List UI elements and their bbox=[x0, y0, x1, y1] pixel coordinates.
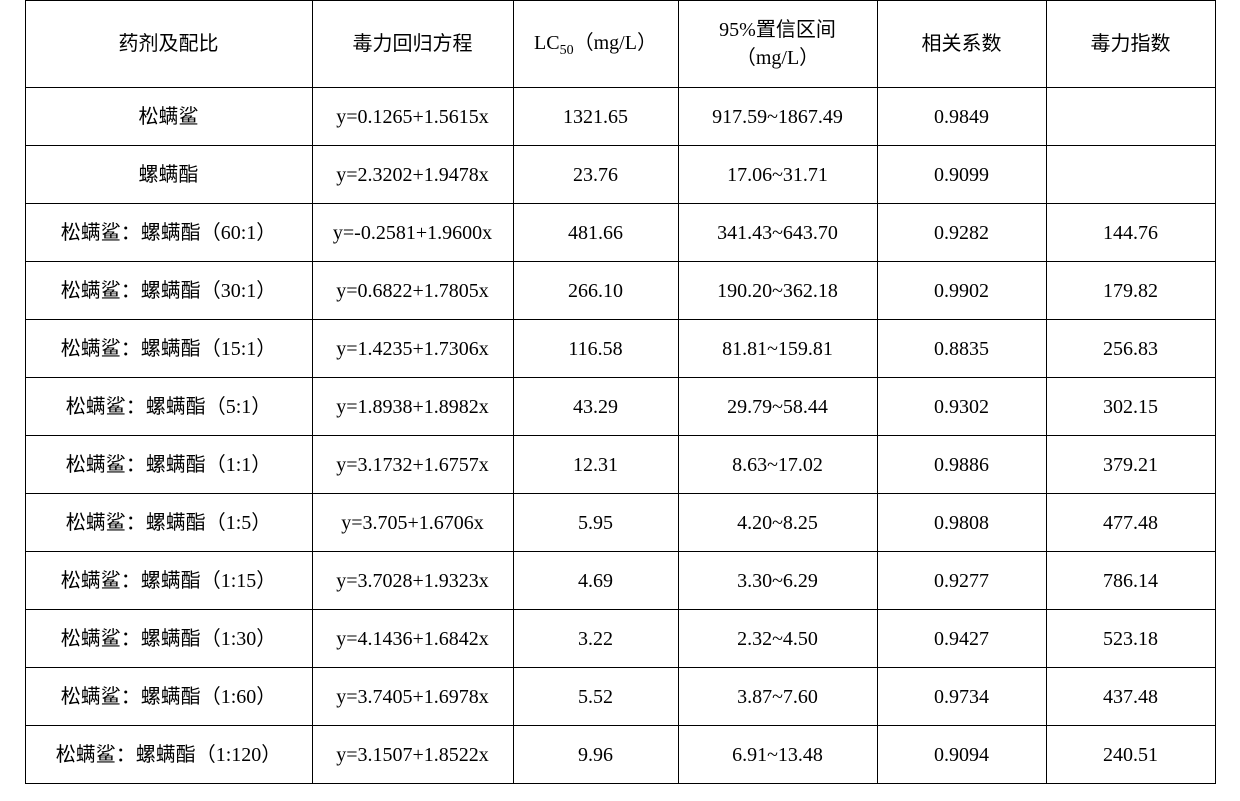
table-cell: 4.20~8.25 bbox=[678, 494, 877, 552]
toxicity-table-container: 药剂及配比 毒力回归方程 LC50（mg/L） 95%置信区间（mg/L） 相关… bbox=[25, 0, 1216, 784]
table-cell: 3.30~6.29 bbox=[678, 552, 877, 610]
table-row: 松螨鲨：螺螨酯（1:30）y=4.1436+1.6842x3.222.32~4.… bbox=[25, 610, 1215, 668]
table-cell: 4.69 bbox=[513, 552, 678, 610]
table-cell: 523.18 bbox=[1046, 610, 1215, 668]
table-row: 松螨鲨：螺螨酯（30:1）y=0.6822+1.7805x266.10190.2… bbox=[25, 262, 1215, 320]
table-cell: 81.81~159.81 bbox=[678, 320, 877, 378]
table-row: 松螨鲨：螺螨酯（1:5）y=3.705+1.6706x5.954.20~8.25… bbox=[25, 494, 1215, 552]
table-cell: 0.8835 bbox=[877, 320, 1046, 378]
toxicity-table: 药剂及配比 毒力回归方程 LC50（mg/L） 95%置信区间（mg/L） 相关… bbox=[25, 0, 1216, 784]
table-cell: 12.31 bbox=[513, 436, 678, 494]
table-cell: 松螨鲨：螺螨酯（1:30） bbox=[25, 610, 312, 668]
table-cell: 螺螨酯 bbox=[25, 146, 312, 204]
table-cell: 0.9849 bbox=[877, 88, 1046, 146]
table-cell: y=1.4235+1.7306x bbox=[312, 320, 513, 378]
table-body: 松螨鲨y=0.1265+1.5615x1321.65917.59~1867.49… bbox=[25, 88, 1215, 784]
table-row: 螺螨酯y=2.3202+1.9478x23.7617.06~31.710.909… bbox=[25, 146, 1215, 204]
table-cell: 477.48 bbox=[1046, 494, 1215, 552]
table-cell: 0.9886 bbox=[877, 436, 1046, 494]
table-row: 松螨鲨：螺螨酯（60:1）y=-0.2581+1.9600x481.66341.… bbox=[25, 204, 1215, 262]
table-cell: 0.9302 bbox=[877, 378, 1046, 436]
table-cell: 松螨鲨：螺螨酯（5:1） bbox=[25, 378, 312, 436]
table-cell: 3.87~7.60 bbox=[678, 668, 877, 726]
table-cell: 437.48 bbox=[1046, 668, 1215, 726]
table-cell: 松螨鲨：螺螨酯（15:1） bbox=[25, 320, 312, 378]
table-cell: y=3.7028+1.9323x bbox=[312, 552, 513, 610]
table-cell: y=0.6822+1.7805x bbox=[312, 262, 513, 320]
table-cell: 0.9282 bbox=[877, 204, 1046, 262]
table-cell: 1321.65 bbox=[513, 88, 678, 146]
table-cell: 3.22 bbox=[513, 610, 678, 668]
table-cell: 179.82 bbox=[1046, 262, 1215, 320]
table-cell: 0.9808 bbox=[877, 494, 1046, 552]
header-row: 药剂及配比 毒力回归方程 LC50（mg/L） 95%置信区间（mg/L） 相关… bbox=[25, 1, 1215, 88]
table-row: 松螨鲨：螺螨酯（5:1）y=1.8938+1.8982x43.2929.79~5… bbox=[25, 378, 1215, 436]
table-cell: 6.91~13.48 bbox=[678, 726, 877, 784]
table-row: 松螨鲨：螺螨酯（15:1）y=1.4235+1.7306x116.5881.81… bbox=[25, 320, 1215, 378]
table-cell: 0.9099 bbox=[877, 146, 1046, 204]
table-cell: y=3.1732+1.6757x bbox=[312, 436, 513, 494]
table-cell: 917.59~1867.49 bbox=[678, 88, 877, 146]
table-row: 松螨鲨y=0.1265+1.5615x1321.65917.59~1867.49… bbox=[25, 88, 1215, 146]
header-lc50: LC50（mg/L） bbox=[513, 1, 678, 88]
table-cell: y=1.8938+1.8982x bbox=[312, 378, 513, 436]
table-cell: 0.9094 bbox=[877, 726, 1046, 784]
table-cell: 5.95 bbox=[513, 494, 678, 552]
table-cell: 0.9427 bbox=[877, 610, 1046, 668]
table-cell: 松螨鲨：螺螨酯（30:1） bbox=[25, 262, 312, 320]
table-cell: 5.52 bbox=[513, 668, 678, 726]
table-cell: 松螨鲨：螺螨酯（1:60） bbox=[25, 668, 312, 726]
table-cell: y=3.7405+1.6978x bbox=[312, 668, 513, 726]
table-cell: 0.9902 bbox=[877, 262, 1046, 320]
table-cell: 0.9734 bbox=[877, 668, 1046, 726]
table-cell bbox=[1046, 146, 1215, 204]
header-agent-ratio: 药剂及配比 bbox=[25, 1, 312, 88]
table-cell: 240.51 bbox=[1046, 726, 1215, 784]
table-cell: y=0.1265+1.5615x bbox=[312, 88, 513, 146]
table-cell: 256.83 bbox=[1046, 320, 1215, 378]
table-row: 松螨鲨：螺螨酯（1:15）y=3.7028+1.9323x4.693.30~6.… bbox=[25, 552, 1215, 610]
table-cell: y=-0.2581+1.9600x bbox=[312, 204, 513, 262]
header-toxicity-index: 毒力指数 bbox=[1046, 1, 1215, 88]
table-header: 药剂及配比 毒力回归方程 LC50（mg/L） 95%置信区间（mg/L） 相关… bbox=[25, 1, 1215, 88]
table-row: 松螨鲨：螺螨酯（1:120）y=3.1507+1.8522x9.966.91~1… bbox=[25, 726, 1215, 784]
header-correlation: 相关系数 bbox=[877, 1, 1046, 88]
table-cell: 8.63~17.02 bbox=[678, 436, 877, 494]
table-cell: 松螨鲨：螺螨酯（1:1） bbox=[25, 436, 312, 494]
table-cell: 松螨鲨：螺螨酯（60:1） bbox=[25, 204, 312, 262]
table-cell: 2.32~4.50 bbox=[678, 610, 877, 668]
table-cell: 144.76 bbox=[1046, 204, 1215, 262]
header-confidence-interval: 95%置信区间（mg/L） bbox=[678, 1, 877, 88]
table-cell: 松螨鲨 bbox=[25, 88, 312, 146]
table-cell: 190.20~362.18 bbox=[678, 262, 877, 320]
table-cell: 松螨鲨：螺螨酯（1:5） bbox=[25, 494, 312, 552]
table-cell: y=4.1436+1.6842x bbox=[312, 610, 513, 668]
table-cell: 116.58 bbox=[513, 320, 678, 378]
table-cell: 379.21 bbox=[1046, 436, 1215, 494]
table-cell: 29.79~58.44 bbox=[678, 378, 877, 436]
table-cell: y=3.1507+1.8522x bbox=[312, 726, 513, 784]
table-cell: 23.76 bbox=[513, 146, 678, 204]
table-row: 松螨鲨：螺螨酯（1:1）y=3.1732+1.6757x12.318.63~17… bbox=[25, 436, 1215, 494]
table-cell: 9.96 bbox=[513, 726, 678, 784]
header-regression-equation: 毒力回归方程 bbox=[312, 1, 513, 88]
table-cell: y=2.3202+1.9478x bbox=[312, 146, 513, 204]
table-cell: 松螨鲨：螺螨酯（1:15） bbox=[25, 552, 312, 610]
table-cell: 481.66 bbox=[513, 204, 678, 262]
table-cell: 0.9277 bbox=[877, 552, 1046, 610]
table-cell: 302.15 bbox=[1046, 378, 1215, 436]
table-cell: y=3.705+1.6706x bbox=[312, 494, 513, 552]
table-cell: 松螨鲨：螺螨酯（1:120） bbox=[25, 726, 312, 784]
table-cell bbox=[1046, 88, 1215, 146]
table-row: 松螨鲨：螺螨酯（1:60）y=3.7405+1.6978x5.523.87~7.… bbox=[25, 668, 1215, 726]
table-cell: 341.43~643.70 bbox=[678, 204, 877, 262]
table-cell: 786.14 bbox=[1046, 552, 1215, 610]
table-cell: 43.29 bbox=[513, 378, 678, 436]
table-cell: 17.06~31.71 bbox=[678, 146, 877, 204]
table-cell: 266.10 bbox=[513, 262, 678, 320]
